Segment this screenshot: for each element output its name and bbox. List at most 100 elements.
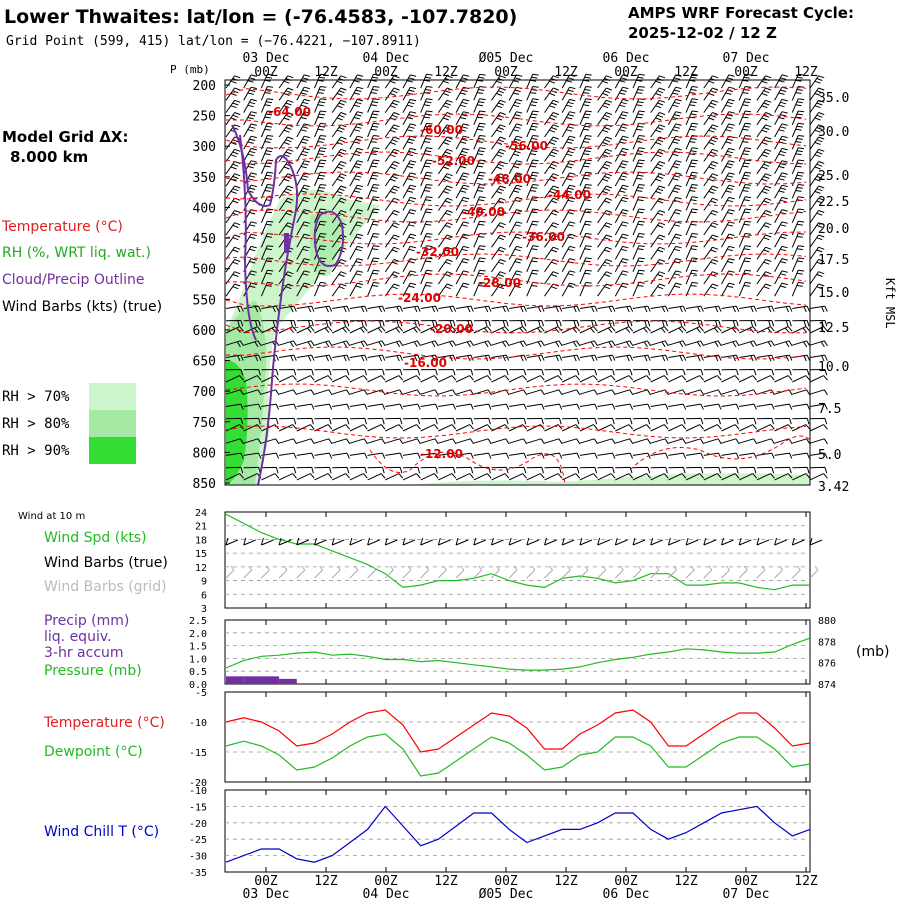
windchill-panel: -10-15-20-25-30-35 — [189, 786, 810, 879]
wind-barb — [492, 186, 506, 198]
wind-barb — [739, 209, 751, 223]
wind-barb — [368, 172, 380, 186]
wind-barb — [722, 404, 739, 410]
wind-barb — [350, 439, 368, 444]
wind-barb — [704, 376, 722, 382]
wind-barb — [792, 439, 810, 444]
wind-y-tick: 12 — [195, 563, 207, 574]
wind-barb — [704, 260, 718, 272]
wind-barb — [686, 425, 704, 431]
wind-barb — [615, 246, 628, 259]
wind-barb — [562, 148, 575, 161]
wind-barb — [775, 453, 792, 459]
wind-barb — [757, 76, 771, 88]
wind-barb — [686, 404, 703, 410]
wind-barb — [704, 418, 721, 424]
temperature-contour-label: -52.00 — [432, 154, 475, 168]
temperature-contour-label: -40.00 — [462, 205, 505, 219]
wind-barb — [509, 222, 522, 235]
wind-barb — [792, 270, 804, 284]
wind-barb — [668, 124, 681, 137]
wind-barb — [598, 186, 612, 198]
wind-barb — [810, 474, 828, 480]
top-date-tick: 04 Dec — [363, 51, 410, 66]
wind-barb — [350, 376, 367, 382]
wind-barb — [332, 100, 346, 112]
wind-barb — [615, 259, 628, 272]
wind-barb — [757, 125, 771, 137]
wind-barb — [775, 390, 793, 395]
wind-barb — [474, 453, 491, 459]
wind-barb — [226, 284, 240, 296]
wind-barb — [438, 174, 452, 186]
wind-barb — [686, 467, 703, 473]
wind-barb — [810, 467, 827, 473]
wind-barb — [580, 327, 598, 333]
wind-barb — [615, 341, 633, 347]
wind-barb — [792, 197, 804, 211]
wind-barb — [686, 148, 698, 162]
wind-barb — [598, 341, 616, 347]
wind-barb — [279, 418, 296, 424]
wind-barb — [598, 439, 616, 444]
wind-barb — [792, 185, 804, 199]
wind-barb — [297, 327, 314, 333]
wind-barb — [562, 112, 575, 125]
wind-barb — [757, 247, 771, 259]
wind-barb — [332, 113, 346, 125]
wind-barb — [562, 404, 579, 410]
wind-barb — [580, 270, 592, 284]
grid-wind-barb — [297, 566, 305, 578]
wind-barb — [545, 474, 563, 480]
wind-barb — [739, 123, 751, 137]
wind-barb — [492, 149, 506, 161]
wind-barb — [438, 467, 455, 473]
precip-y-tick: 1.5 — [189, 642, 207, 653]
cross-section-panel: -64.00-60.00-56.00-52.00-48.00-44.00-40.… — [170, 51, 897, 495]
wind-barb — [651, 125, 665, 137]
wind-barb — [598, 404, 615, 410]
wind-barb — [403, 161, 416, 174]
temp-y-tick: -10 — [189, 718, 207, 729]
wind-barb — [368, 341, 386, 347]
wind-barb — [668, 222, 681, 235]
wind-barb — [704, 321, 721, 327]
wind-barb — [297, 376, 314, 382]
wind-barb — [527, 306, 544, 312]
wind-barb — [598, 425, 616, 431]
wind-barb — [403, 453, 420, 459]
wind-barb — [279, 453, 296, 459]
wind-barb — [403, 327, 420, 333]
grid-wind-barb — [615, 566, 623, 578]
wind-barb — [438, 186, 452, 198]
wind-barb — [332, 439, 350, 444]
temperature-contour-label: -24.00 — [398, 291, 441, 305]
wind-barb — [633, 425, 651, 431]
wind-barb — [598, 376, 616, 382]
bottom-date-tick: 06 Dec — [603, 887, 650, 900]
wind-barb — [792, 425, 810, 431]
wind-barb — [545, 355, 562, 361]
grid-wind-barb — [757, 566, 765, 578]
wind-barb — [244, 99, 257, 112]
wind-barb — [527, 418, 544, 424]
pressure-tick: 500 — [193, 263, 216, 278]
wind-barb — [385, 260, 399, 272]
wind-barb — [332, 272, 346, 284]
pressure-tick: 200 — [193, 79, 216, 94]
wind-barb — [315, 404, 332, 410]
bottom-time-tick: 12Z — [554, 874, 578, 889]
wind-barb — [562, 474, 580, 480]
wind-barb — [775, 259, 788, 272]
wind-barb — [385, 306, 402, 312]
dewpoint-label: Dewpoint (°C) — [44, 744, 143, 760]
wind-barb — [792, 282, 804, 296]
wind-barb — [315, 418, 332, 424]
grid-wind-barb — [368, 566, 376, 578]
bottom-date-tick: 07 Dec — [723, 887, 770, 900]
pressure-unit: (mb) — [856, 644, 889, 660]
temperature-contour-label: -32.00 — [416, 245, 459, 259]
wind-barb — [474, 390, 492, 395]
wind-barb — [562, 321, 579, 327]
wind-barb — [456, 185, 469, 198]
